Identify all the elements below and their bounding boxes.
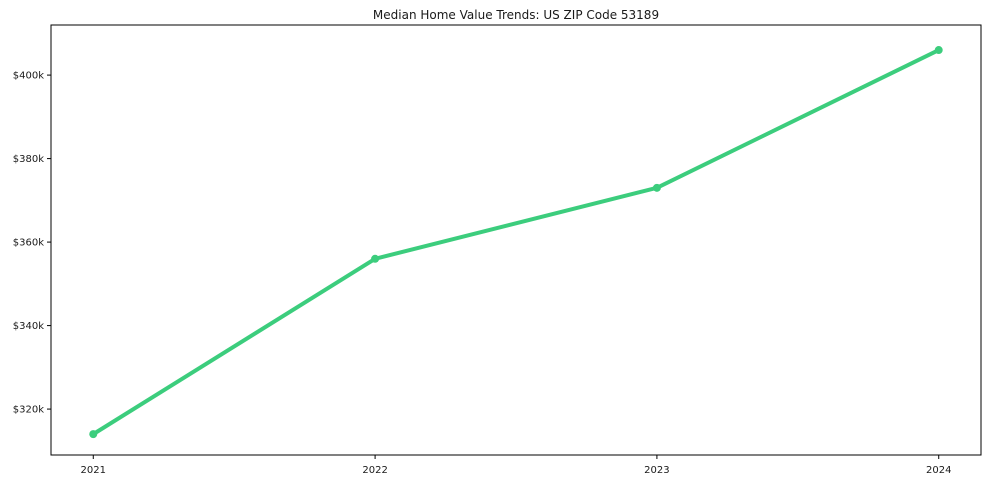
y-tick-label: $360k [13, 238, 44, 249]
y-tick-label: $380k [13, 154, 44, 165]
y-tick-label: $320k [13, 405, 44, 416]
plot-border [50, 24, 982, 456]
data-point-2024 [934, 46, 943, 55]
trend-line [91, 48, 941, 437]
x-tick-label: 2024 [926, 465, 951, 476]
data-point-2023 [652, 183, 661, 192]
y-tick-label: $340k [13, 321, 44, 332]
data-point-2022 [371, 254, 380, 263]
data-point-2021 [89, 430, 98, 439]
chart-title: Median Home Value Trends: US ZIP Code 53… [372, 8, 660, 22]
y-tick-label: $400k [13, 71, 44, 82]
x-tick-label: 2022 [362, 465, 387, 476]
x-tick-label: 2023 [644, 465, 669, 476]
x-tick-label: 2021 [81, 465, 106, 476]
